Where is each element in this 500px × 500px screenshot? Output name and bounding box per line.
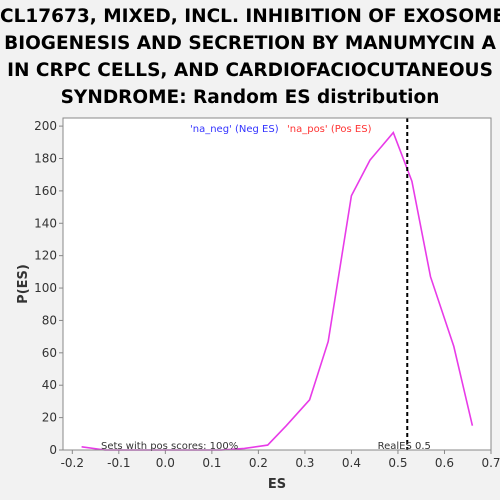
x-tick-label: 0.6 [435,456,454,470]
x-tick-label: 0.3 [295,456,314,470]
x-tick-label: -0.1 [107,456,130,470]
x-tick-label: 0.0 [156,456,175,470]
y-tick-label: 20 [42,411,57,425]
y-tick-label: 0 [49,443,57,457]
y-tick-label: 160 [34,184,57,198]
title-line-4: SYNDROME: Random ES distribution [60,87,440,108]
plot-area [63,118,491,450]
x-tick-label: -0.2 [61,456,84,470]
y-tick-label: 40 [42,378,57,392]
title-line-1: CL17673, MIXED, INCL. INHIBITION OF EXOS… [0,6,500,27]
x-tick-label: 0.5 [388,456,407,470]
real-es-label: RealES 0.5 [378,441,431,452]
legend-neg-es: 'na_neg' (Neg ES) [190,124,279,135]
x-tick-label: 0.2 [249,456,268,470]
y-tick-label: 100 [34,281,57,295]
y-tick-label: 180 [34,151,57,165]
y-axis-label: P(ES) [16,264,31,304]
pos-scores-annotation: Sets with pos scores: 100% [101,441,238,452]
x-tick-label: 0.4 [342,456,361,470]
y-tick-label: 120 [34,249,57,263]
legend-pos-es: 'na_pos' (Pos ES) [287,124,372,135]
chart-title: CL17673, MIXED, INCL. INHIBITION OF EXOS… [0,3,500,111]
y-tick-label: 140 [34,216,57,230]
x-tick-label: 0.1 [202,456,221,470]
title-line-2: BIOGENESIS AND SECRETION BY MANUMYCIN A [4,33,496,54]
y-tick-label: 80 [42,313,57,327]
plot-border [62,117,492,451]
y-tick-label: 200 [34,119,57,133]
y-tick-label: 60 [42,346,57,360]
x-tick-label: 0.7 [481,456,500,470]
title-line-3: IN CRPC CELLS, AND CARDIOFACIOCUTANEOUS [7,60,493,81]
x-axis-label: ES [268,477,286,492]
